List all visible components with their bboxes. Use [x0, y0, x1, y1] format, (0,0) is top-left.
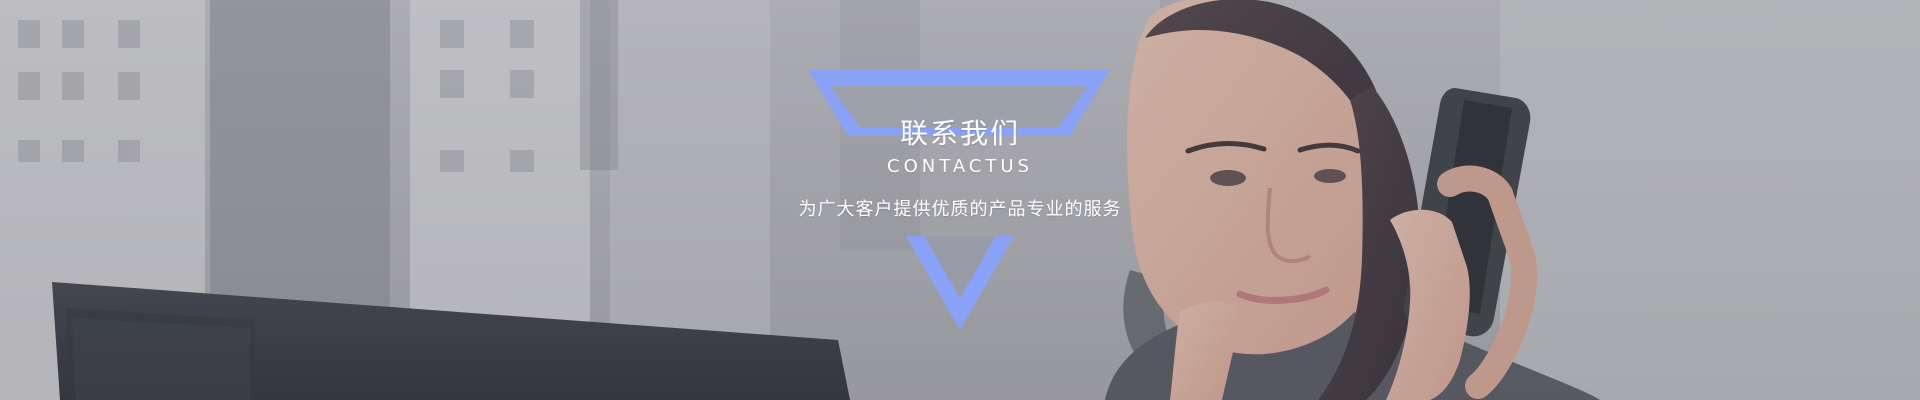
decorative-triangle-top-icon	[808, 70, 1110, 136]
page-tagline: 为广大客户提供优质的产品专业的服务	[798, 199, 1122, 220]
page-subtitle: CONTACTUS	[887, 156, 1033, 177]
banner-content: 联系我们 CONTACTUS 为广大客户提供优质的产品专业的服务	[760, 116, 1160, 222]
decorative-triangle-bottom-icon	[906, 236, 1014, 330]
page-title: 联系我们	[899, 117, 1020, 150]
